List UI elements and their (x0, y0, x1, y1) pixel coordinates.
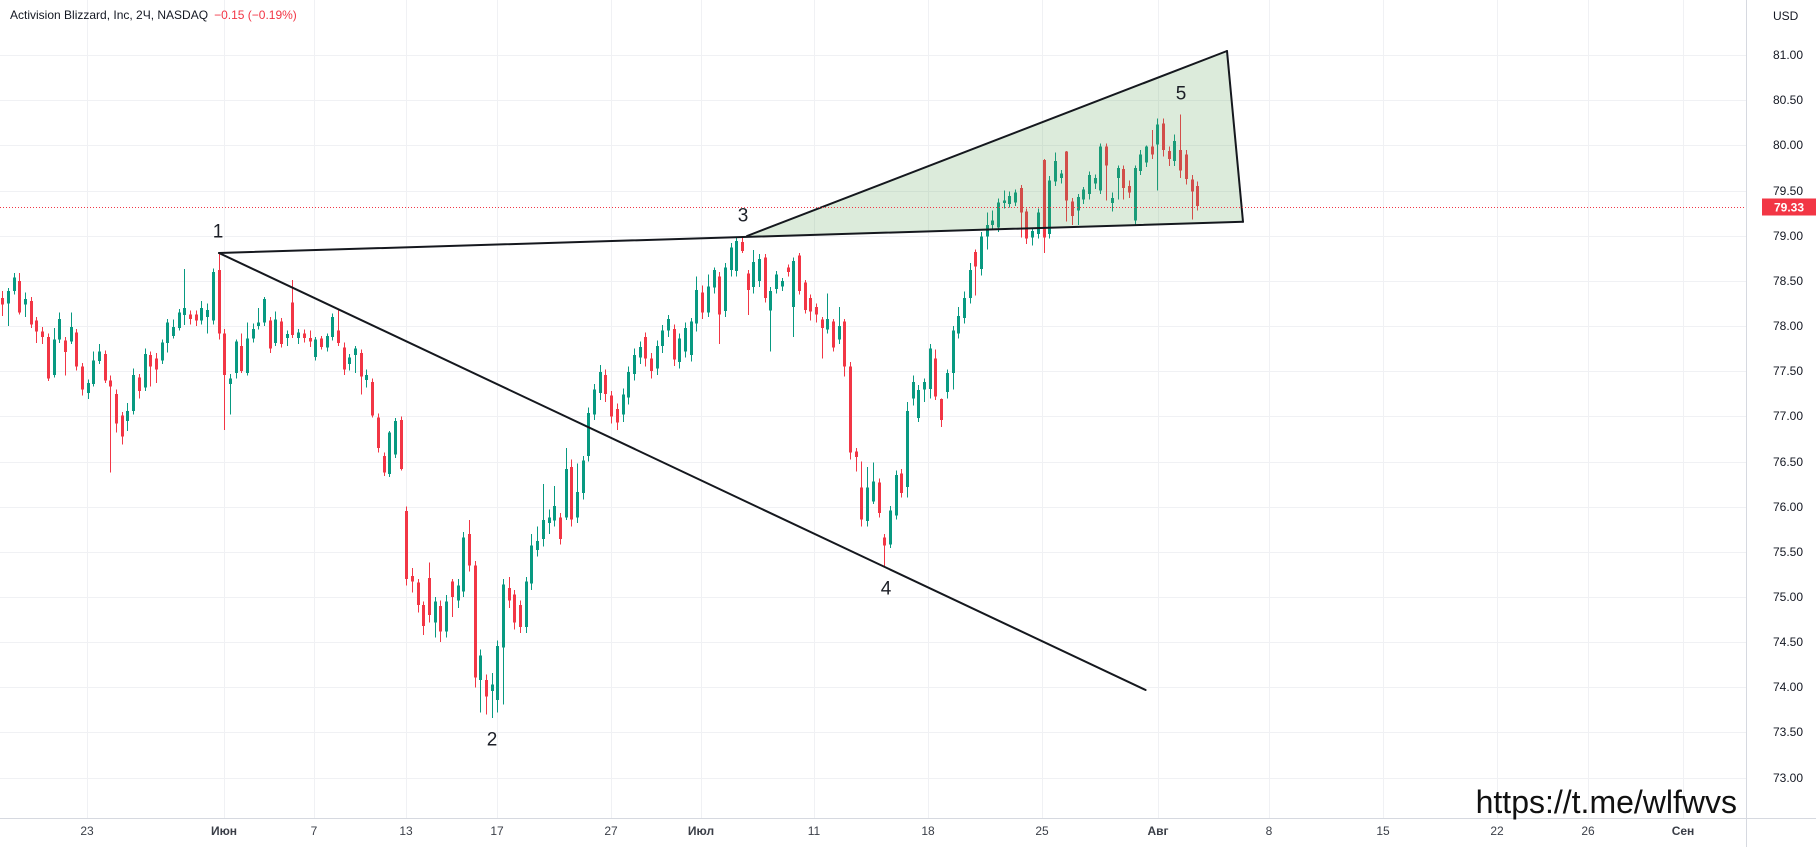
svg-text:78.00: 78.00 (1773, 319, 1803, 333)
svg-text:23: 23 (80, 824, 94, 838)
svg-text:11: 11 (808, 824, 821, 838)
svg-text:USD: USD (1773, 9, 1799, 23)
svg-text:74.50: 74.50 (1773, 635, 1803, 649)
svg-text:1: 1 (213, 222, 224, 243)
svg-text:80.00: 80.00 (1773, 138, 1803, 152)
svg-text:78.50: 78.50 (1773, 274, 1803, 288)
svg-text:76.00: 76.00 (1773, 500, 1803, 514)
svg-text:77.50: 77.50 (1773, 364, 1803, 378)
svg-text:76.50: 76.50 (1773, 455, 1803, 469)
svg-text:4: 4 (881, 579, 892, 600)
svg-text:74.00: 74.00 (1773, 680, 1803, 694)
svg-text:5: 5 (1176, 84, 1187, 105)
svg-text:25: 25 (1035, 824, 1049, 838)
svg-text:https://t.me/wlfwvs: https://t.me/wlfwvs (1476, 784, 1737, 820)
svg-text:18: 18 (921, 824, 935, 838)
svg-text:8: 8 (1266, 824, 1273, 838)
svg-text:73.50: 73.50 (1773, 725, 1803, 739)
svg-text:79.33: 79.33 (1774, 201, 1804, 215)
svg-text:15: 15 (1376, 824, 1390, 838)
svg-text:75.00: 75.00 (1773, 590, 1803, 604)
svg-text:Сен: Сен (1672, 824, 1695, 838)
svg-text:7: 7 (311, 824, 318, 838)
svg-text:2: 2 (487, 730, 498, 751)
svg-text:26: 26 (1581, 824, 1595, 838)
svg-text:79.00: 79.00 (1773, 229, 1803, 243)
svg-text:22: 22 (1490, 824, 1504, 838)
svg-text:3: 3 (738, 206, 749, 227)
svg-text:Июл: Июл (688, 824, 714, 838)
svg-text:81.00: 81.00 (1773, 48, 1803, 62)
svg-text:Авг: Авг (1147, 824, 1168, 838)
svg-text:17: 17 (490, 824, 504, 838)
svg-text:Июн: Июн (211, 824, 237, 838)
svg-text:13: 13 (399, 824, 413, 838)
svg-text:80.50: 80.50 (1773, 93, 1803, 107)
svg-text:Activision Blizzard, Inc, 2Ч,: Activision Blizzard, Inc, 2Ч, NASDAQ −0.1… (10, 8, 297, 22)
svg-text:27: 27 (604, 824, 618, 838)
svg-text:77.00: 77.00 (1773, 409, 1803, 423)
svg-text:73.00: 73.00 (1773, 771, 1803, 785)
svg-text:75.50: 75.50 (1773, 545, 1803, 559)
svg-text:79.50: 79.50 (1773, 184, 1803, 198)
